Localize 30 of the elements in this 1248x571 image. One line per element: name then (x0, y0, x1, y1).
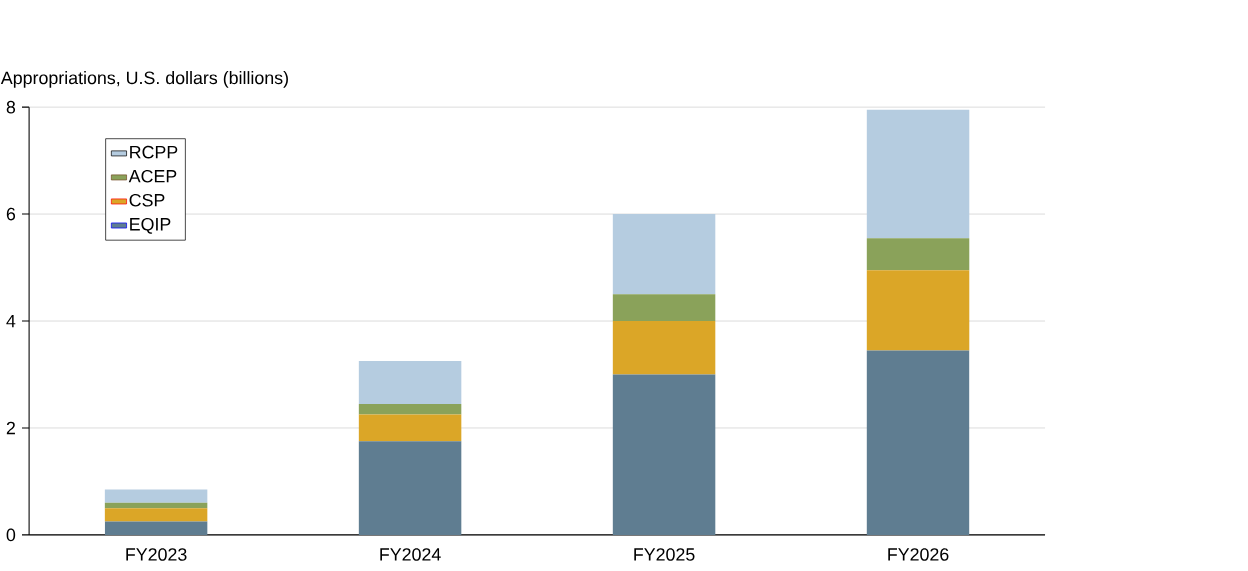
y-axis-title: Appropriations, U.S. dollars (billions) (0, 70, 288, 88)
legend-label: CSP (129, 193, 165, 207)
x-tick-label: FY2024 (380, 548, 441, 561)
bar (612, 294, 716, 321)
bar (358, 361, 462, 404)
bar (358, 414, 462, 442)
x-tick-label: FY2025 (634, 548, 695, 561)
bar (866, 270, 970, 351)
bar (104, 489, 208, 503)
bar (866, 238, 970, 271)
y-tick-label: 4 (6, 314, 16, 328)
bar (358, 403, 462, 415)
bar (866, 350, 970, 535)
x-tick-label: FY2026 (888, 548, 949, 561)
bar (358, 441, 462, 535)
y-tick-label: 6 (6, 207, 16, 221)
bar (866, 109, 970, 239)
y-tick-label: 2 (6, 421, 15, 435)
bar (104, 508, 208, 522)
legend-label: ACEP (128, 169, 177, 183)
y-tick-label: 0 (6, 528, 16, 542)
bar (104, 521, 208, 535)
legend-label: EQIP (130, 217, 171, 234)
y-tick-label: 8 (6, 100, 16, 114)
bar (612, 213, 716, 295)
bar (104, 502, 208, 509)
bar (612, 374, 716, 535)
legend-label: RCPP (130, 145, 178, 159)
bar (612, 320, 716, 375)
x-tick-label: FY2023 (126, 548, 187, 561)
